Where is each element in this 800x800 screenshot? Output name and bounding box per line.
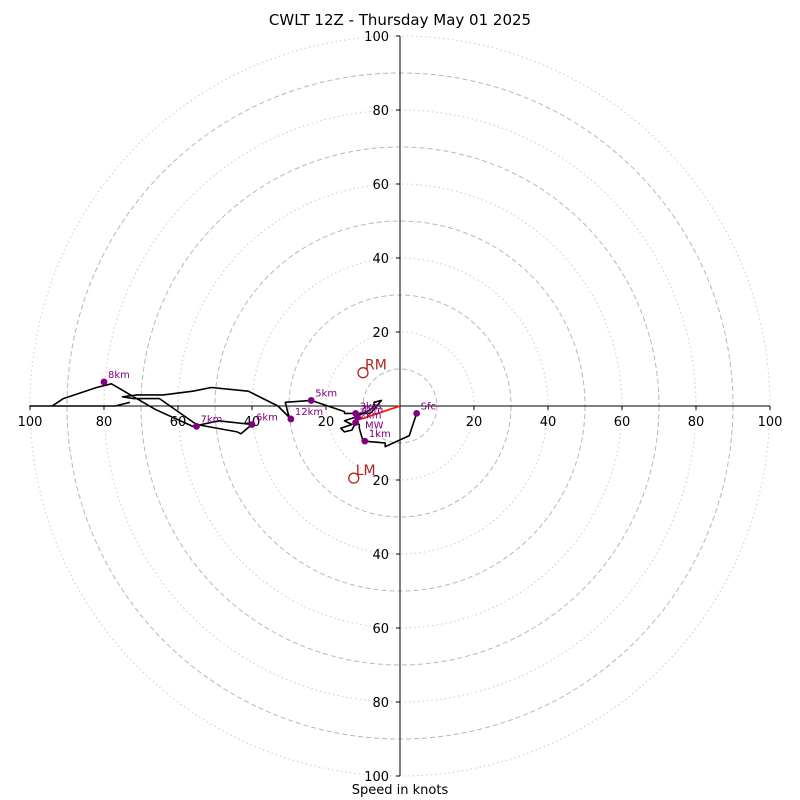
y-tick-label: 60 <box>372 622 389 637</box>
y-tick-label: 80 <box>372 104 389 119</box>
tick-labels: 1008060402020406080100100806040202040608… <box>18 30 783 785</box>
x-tick-label: 60 <box>614 415 631 430</box>
marker-7km <box>193 422 200 430</box>
marker-label-5km: 5km <box>315 388 337 399</box>
marker-label-4km: 4km <box>361 405 383 416</box>
marker-5km <box>307 397 315 404</box>
y-tick-label: 100 <box>364 30 389 45</box>
x-tick-label: 40 <box>540 415 557 430</box>
x-tick-label: 100 <box>758 415 783 430</box>
marker-label-1km: 1km <box>369 429 391 440</box>
marker-label-3km: 3km <box>360 401 382 412</box>
y-tick-label: 40 <box>372 548 389 563</box>
x-tick-label: 20 <box>318 415 335 430</box>
marker-label-6km: 6km <box>256 413 278 424</box>
marker-8km <box>100 378 108 386</box>
x-axis-label: Speed in knots <box>351 783 449 798</box>
x-tick-label: 80 <box>688 415 705 430</box>
storm-motion-label-lm: LM <box>356 463 376 479</box>
x-tick-label: 60 <box>170 415 187 430</box>
y-tick-label: 60 <box>372 178 389 193</box>
y-tick-label: 100 <box>364 770 389 785</box>
marker-label-12km: 12km <box>295 407 323 418</box>
marker-12km <box>287 415 295 423</box>
storm-motion-label-rm: RM <box>365 358 387 374</box>
storm-motion-rm <box>357 367 369 379</box>
storm-motion-lm <box>348 472 360 484</box>
x-tick-label: 100 <box>18 415 43 430</box>
y-tick-label: 40 <box>372 252 389 267</box>
storm-motion-markers: RM LM <box>348 358 387 484</box>
marker-4km <box>354 413 361 421</box>
y-tick-label: 20 <box>372 326 389 341</box>
marker-label-7km: 7km <box>201 414 223 425</box>
marker-label-8km: 8km <box>108 370 130 381</box>
marker-6km <box>248 421 256 428</box>
y-tick-label: 80 <box>372 696 389 711</box>
marker-label-2km: 2km <box>360 411 382 422</box>
chart-title: CWLT 12Z - Thursday May 01 2025 <box>268 11 532 29</box>
x-tick-label: 20 <box>466 415 483 430</box>
x-tick-label: 80 <box>96 415 113 430</box>
marker-1km <box>361 437 369 445</box>
y-tick-label: 20 <box>372 474 389 489</box>
mean-wind-label: MW <box>365 421 384 432</box>
marker-2km <box>352 419 359 427</box>
shear-vector <box>355 405 401 422</box>
marker-sfc <box>413 410 421 417</box>
marker-label-sfc: Sfc <box>421 401 436 412</box>
